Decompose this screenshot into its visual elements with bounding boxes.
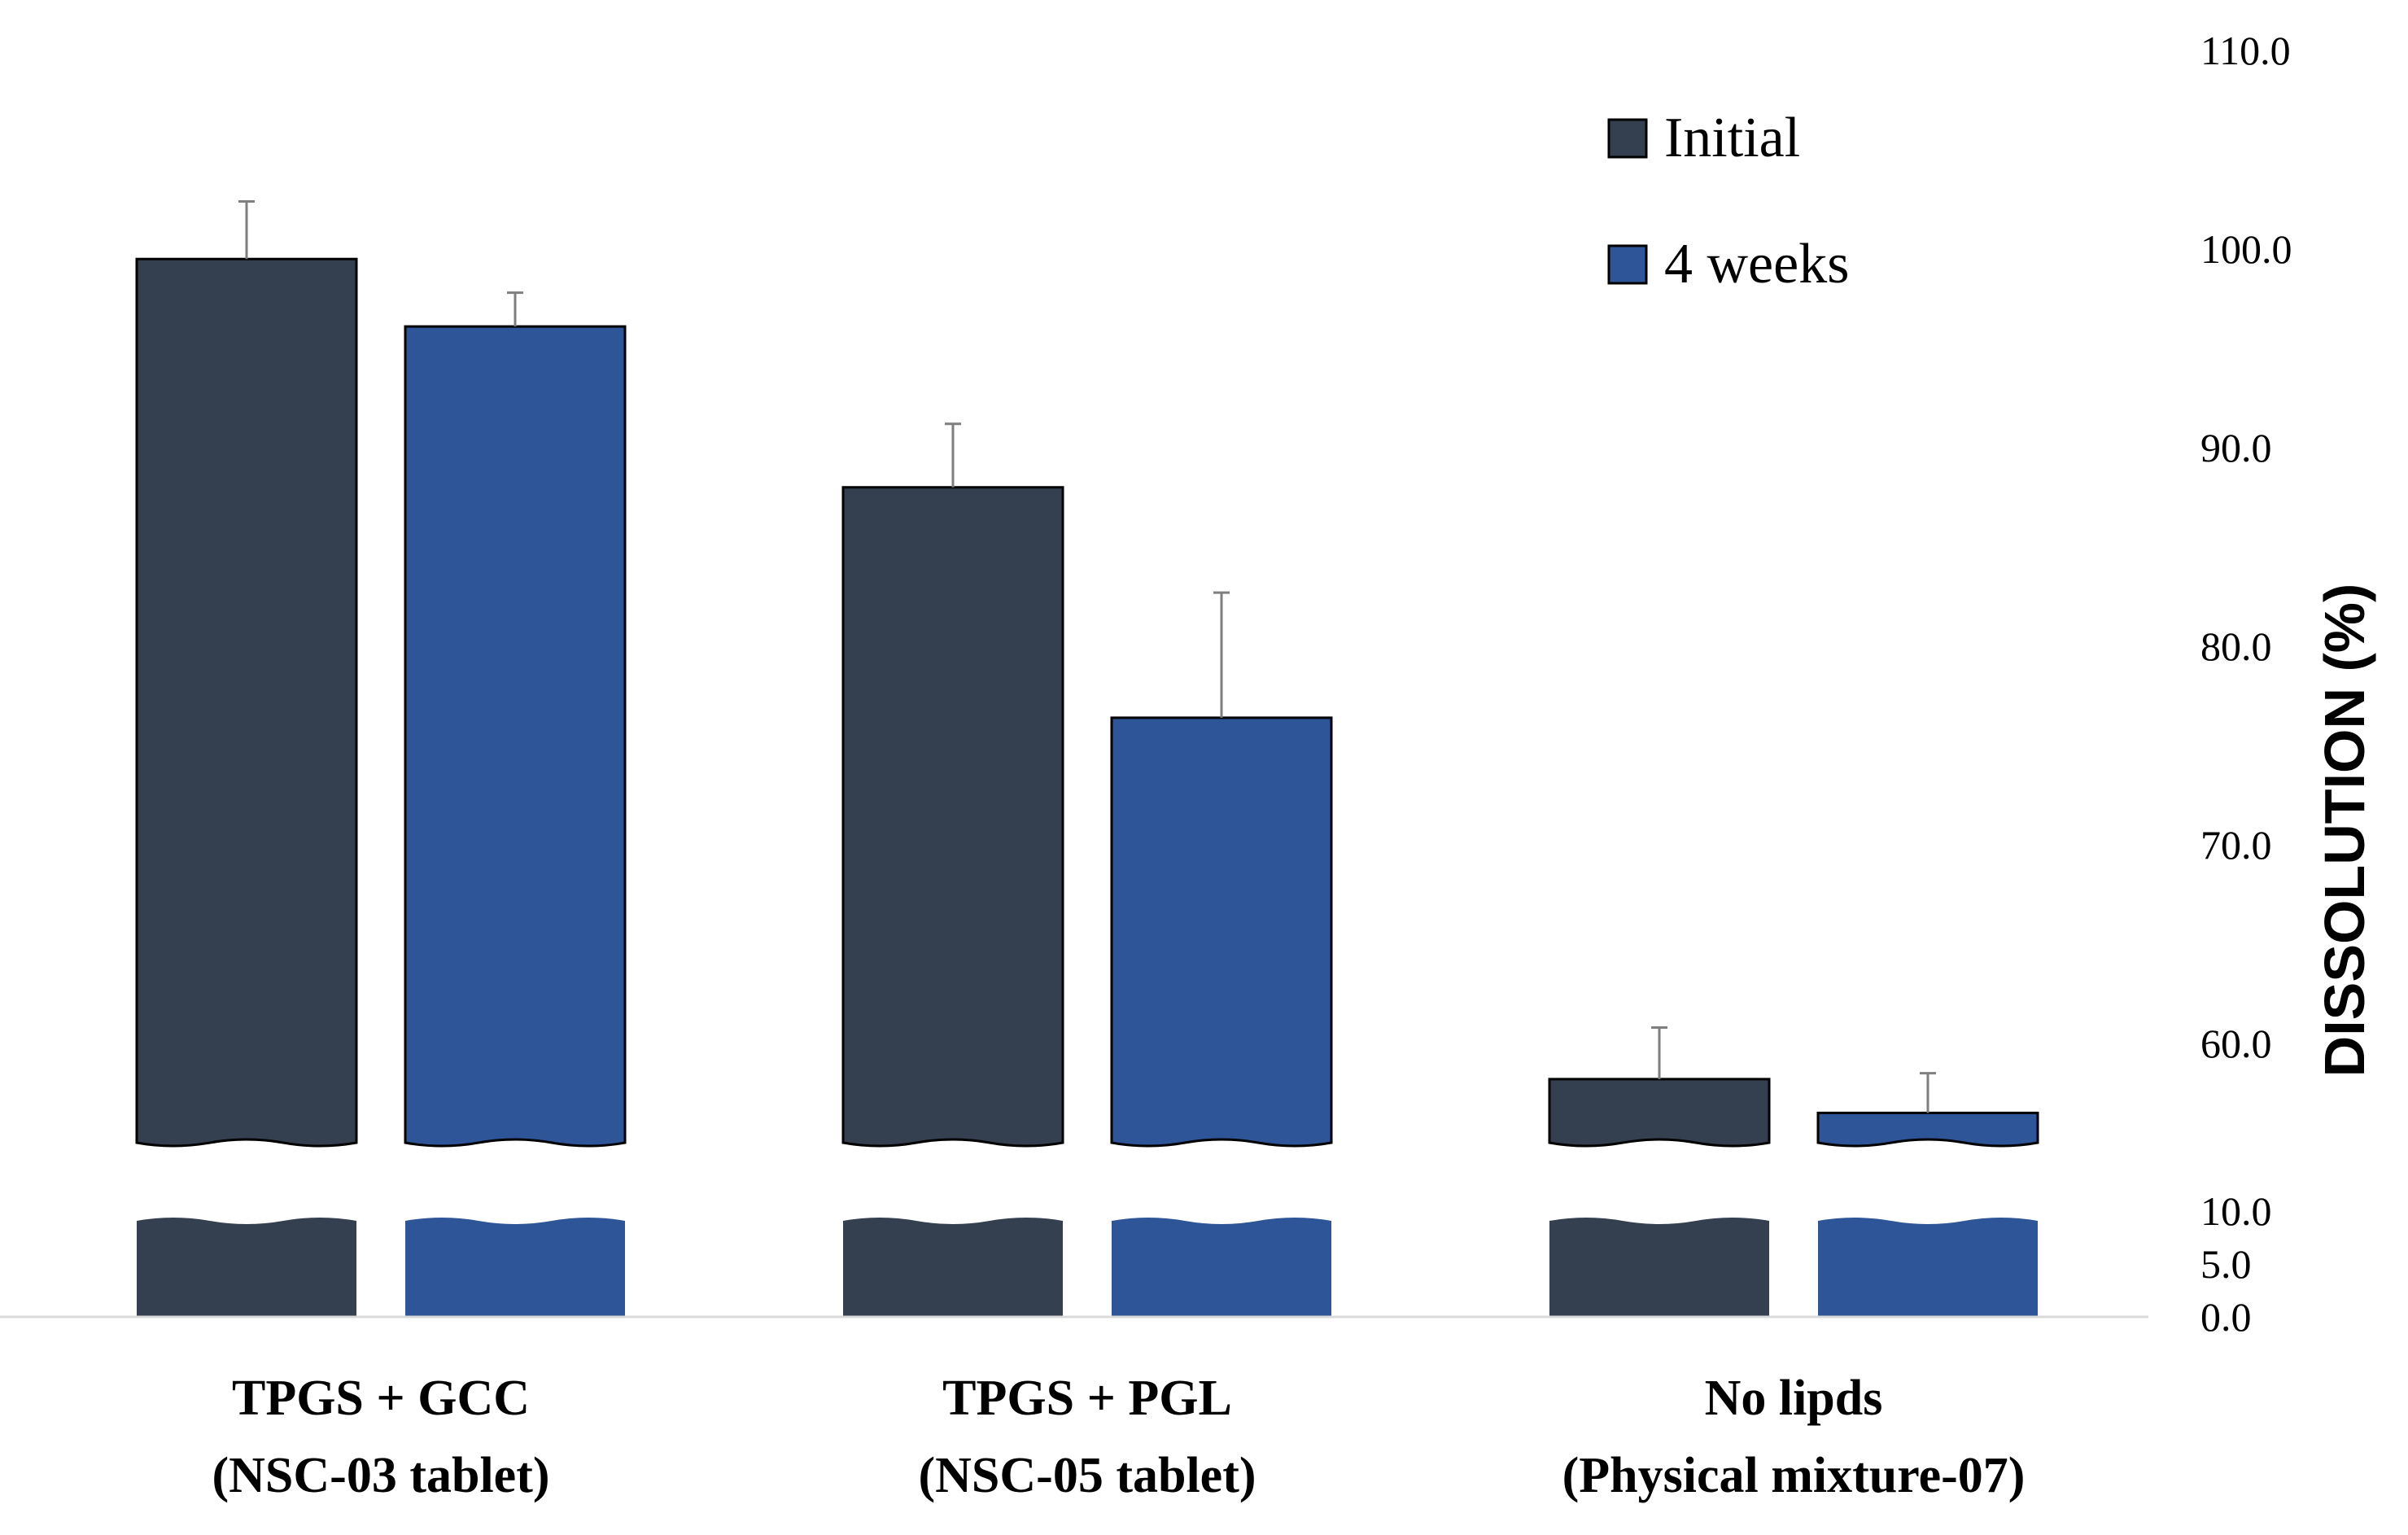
y-tick-label: 80.0 (2200, 623, 2272, 669)
x-category-label-line2: (Physical mixture-07) (1562, 1448, 2026, 1503)
bar-tpgs-gcc-4-weeks-upper (404, 325, 627, 1148)
y-tick-label: 90.0 (2200, 425, 2272, 470)
legend-swatch-initial (1607, 118, 1648, 159)
bar-tpgs-pgl-4-weeks-lower (1112, 1218, 1331, 1317)
legend-label-4-weeks: 4 weeks (1664, 233, 1849, 295)
bar-no-lipds-initial-upper (1548, 1078, 1771, 1148)
legend-label-initial: Initial (1664, 107, 1800, 169)
y-tick-label: 110.0 (2200, 28, 2291, 73)
y-axis-label: DISSOLUTION (%) (2313, 584, 2376, 1078)
x-category-label-line1: TPGS + GCC (232, 1371, 530, 1426)
y-tick-label: 5.0 (2200, 1241, 2252, 1287)
legend-swatch-4-weeks (1607, 244, 1648, 285)
bar-no-lipds-4-weeks-upper (1816, 1111, 2039, 1148)
bar-tpgs-gcc-initial-upper (135, 257, 358, 1148)
x-category-label-line1: No lipds (1705, 1371, 1883, 1426)
y-tick-label: 10.0 (2200, 1188, 2272, 1234)
legend: Initial 4 weeks (1607, 107, 1849, 295)
bar-tpgs-pgl-4-weeks-upper (1110, 716, 1333, 1148)
x-category-label-line1: TPGS + PGL (942, 1371, 1232, 1426)
y-tick-label: 60.0 (2200, 1021, 2272, 1066)
bar-tpgs-pgl-initial-lower (843, 1218, 1063, 1317)
x-category-label-line2: (NSC-05 tablet) (919, 1448, 1256, 1503)
legend-item-initial: Initial (1607, 107, 1800, 169)
y-tick-label: 100.0 (2200, 226, 2292, 272)
bar-no-lipds-initial-lower (1549, 1218, 1769, 1317)
x-category-label-line2: (NSC-03 tablet) (212, 1448, 550, 1503)
legend-item-4-weeks: 4 weeks (1607, 233, 1849, 295)
bar-tpgs-gcc-4-weeks-lower (405, 1218, 625, 1317)
y-tick-label: 70.0 (2200, 822, 2272, 868)
y-tick-label: 0.0 (2200, 1294, 2252, 1340)
bar-tpgs-gcc-initial-lower (137, 1218, 356, 1317)
bar-tpgs-pgl-initial-upper (841, 486, 1064, 1148)
bar-no-lipds-4-weeks-lower (1818, 1218, 2038, 1317)
